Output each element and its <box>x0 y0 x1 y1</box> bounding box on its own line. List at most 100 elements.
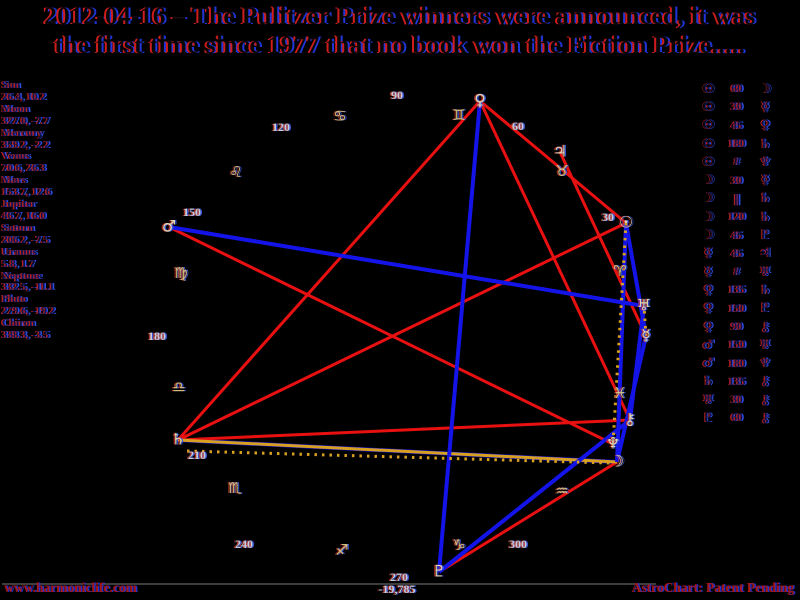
planet-values-mercury: 359.2, -2.2 <box>2 138 50 151</box>
aspect-row-9: ☿ 45 ♃ <box>700 245 796 263</box>
aspect-value: # <box>734 266 740 279</box>
aspect-row-16: ♄ 135 ⚷ <box>700 373 796 391</box>
aspect-row-11: ♀ 135 ♄ <box>700 281 796 299</box>
planet-name-venus: Venus <box>2 150 31 163</box>
aspect-planet1-glyph: ☿ <box>704 246 713 262</box>
aspect-planet1-glyph: ☉ <box>702 118 715 134</box>
aspect-row-5: ☽ 30 ☿ <box>700 171 796 189</box>
aspect-planet1-glyph: ☽ <box>702 228 715 244</box>
aspect-line-sun-saturn <box>177 221 627 442</box>
aspect-value: # <box>734 156 740 169</box>
chart-title: 2012-04-16 – The Pulitzer Prize winners … <box>0 2 800 60</box>
aspect-value: 180 <box>728 138 746 151</box>
aspect-planet2-glyph: ♆ <box>759 154 772 170</box>
planet-name-sun: Sun <box>2 79 21 91</box>
aspect-row-15: ♂ 180 ♆ <box>700 354 796 372</box>
aspect-value: 45 <box>731 247 743 260</box>
aspect-planet1-glyph: ☽ <box>702 209 715 225</box>
aspect-value: ∥ <box>734 193 740 206</box>
aspect-value: 150 <box>728 339 746 352</box>
aspect-row-12: ♀ 150 ♇ <box>700 300 796 318</box>
planet-name-chiron: Chiron <box>2 317 36 330</box>
aspect-line-mercury-jupiter <box>558 151 648 337</box>
aspect-row-17: ♅ 30 ⚷ <box>700 391 796 409</box>
aspect-planet2-glyph: ♄ <box>759 282 772 298</box>
planet-name-uranus: Uranus <box>2 245 37 258</box>
aspect-planet2-glyph: ♇ <box>759 228 772 244</box>
aspect-planet2-glyph: ☽ <box>759 81 772 97</box>
aspect-planet2-glyph: ⚷ <box>760 319 771 335</box>
aspect-row-1: ☉ 30 ☿ <box>700 98 796 116</box>
site-url-link[interactable]: www.harmoniclife.com <box>4 580 137 595</box>
aspect-planet2-glyph: ⚷ <box>760 374 771 390</box>
planet-values-saturn: 206.2, -7.5 <box>2 233 50 246</box>
aspect-value: 90 <box>731 321 743 333</box>
aspect-row-6: ☽ ∥ ♄ <box>700 190 796 208</box>
aspect-planet1-glyph: ☉ <box>702 81 715 97</box>
aspect-value: 60 <box>731 83 743 96</box>
planet-name-jupiter: Jupiter <box>2 198 37 211</box>
planet-position-panel: Sun 26.4, 10.2 Moon 327.0, -7.7 Mercury 359.2… <box>2 79 92 342</box>
aspect-planet2-glyph: ♀ <box>760 118 771 134</box>
planet-values-neptune: 332.5, -11.1 <box>2 281 55 294</box>
aspect-planet2-glyph: ⚷ <box>760 392 771 408</box>
planet-name-moon: Moon <box>2 102 30 115</box>
chart-title-line1: 2012-04-16 – The Pulitzer Prize winners … <box>44 3 756 30</box>
aspect-line-uranus-chiron <box>628 305 646 421</box>
aspect-line-venus-pluto <box>437 100 482 573</box>
extra-line-0 <box>186 449 611 465</box>
aspect-planet1-glyph: ♇ <box>702 410 715 426</box>
aspect-planet1-glyph: ♀ <box>703 319 714 335</box>
planet-values-moon: 327.0, -7.7 <box>2 114 50 127</box>
brand-label: AstroChart: Patent Pending <box>631 580 795 595</box>
aspect-line-sun-venus <box>479 99 627 225</box>
planet-name-neptune: Neptune <box>2 269 42 282</box>
aspect-table: ☉ 60 ☽ ☉ 30 ☿ ☉ 45 ♀ ☉ 180 ♄ ☉ # ♆ ☽ 30 ☿ ☽ ∥ ♄ ☽ 120 ♄ ☽ 45 ♇ ☿ 45 ♃… <box>700 80 796 428</box>
aspect-value: 45 <box>731 229 743 242</box>
aspect-row-14: ♂ 150 ♅ <box>700 336 796 354</box>
aspect-planet2-glyph: ⚷ <box>760 410 771 426</box>
aspect-planet2-glyph: ♄ <box>759 209 772 225</box>
planet-values-venus: 70.6, 26.3 <box>2 162 46 175</box>
aspect-line-pluto-chiron <box>437 418 632 574</box>
planet-values-mars: 153.7, 12.6 <box>2 186 52 199</box>
planet-values-pluto: 279.6, -19.2 <box>2 305 56 318</box>
aspect-planet2-glyph: ♄ <box>759 191 772 207</box>
aspect-planet2-glyph: ♆ <box>759 356 772 372</box>
planet-name-pluto: Pluto <box>2 293 28 306</box>
aspect-row-10: ☿ # ♅ <box>700 263 796 281</box>
aspect-planet2-glyph: ♃ <box>759 246 772 262</box>
aspect-planet1-glyph: ☉ <box>702 154 715 170</box>
planet-values-chiron: 338.3, -3.5 <box>2 329 50 342</box>
planet-values-sun: 26.4, 10.2 <box>2 90 46 103</box>
aspect-value: 180 <box>728 357 746 370</box>
aspect-planet1-glyph: ☉ <box>702 99 715 115</box>
aspect-value: 135 <box>728 375 746 388</box>
aspect-planet2-glyph: ☿ <box>761 99 770 115</box>
aspect-row-4: ☉ # ♆ <box>700 153 796 171</box>
chart-title-line2: the first time since 1977 that no book w… <box>54 32 746 59</box>
aspect-line-moon-pluto <box>438 460 618 574</box>
aspect-row-13: ♀ 90 ⚷ <box>700 318 796 336</box>
aspect-value: 45 <box>731 119 743 132</box>
aspect-value: 30 <box>731 101 743 114</box>
aspect-planet2-glyph: ♄ <box>759 136 772 152</box>
planet-name-saturn: Saturn <box>2 221 35 234</box>
planet-values-uranus: 5.8, 1.7 <box>2 257 35 270</box>
aspect-line-saturn-moon <box>177 438 618 464</box>
aspect-planet1-glyph: ♄ <box>702 374 715 390</box>
aspect-row-8: ☽ 45 ♇ <box>700 226 796 244</box>
aspect-value: 30 <box>731 394 743 407</box>
planet-values-jupiter: 46.7, 16.0 <box>2 209 46 222</box>
aspect-planet1-glyph: ☉ <box>702 136 715 152</box>
planet-name-mercury: Mercury <box>2 126 44 139</box>
aspect-planet1-glyph: ♂ <box>702 337 715 353</box>
aspect-line-mercury-uranus-declination <box>642 305 648 337</box>
aspect-value: 150 <box>728 302 746 315</box>
aspect-planet1-glyph: ♀ <box>703 282 714 298</box>
planet-name-mars: Mars <box>2 174 28 187</box>
aspect-value: 135 <box>728 284 746 297</box>
aspect-value: 60 <box>731 412 743 425</box>
